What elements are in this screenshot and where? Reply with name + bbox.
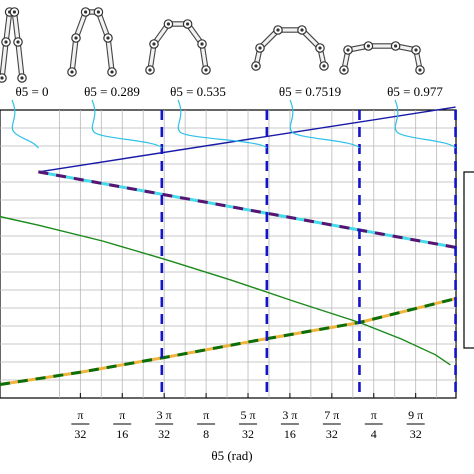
grid bbox=[0, 110, 456, 398]
x-tick-num-4: 5 π bbox=[240, 408, 255, 422]
joint-0-hub bbox=[366, 44, 370, 48]
joint-4-hub bbox=[70, 70, 74, 74]
marker-connector-0 bbox=[11, 99, 39, 149]
joint-5-hub bbox=[418, 68, 422, 72]
x-axis-label: θ5 (rad) bbox=[211, 448, 252, 463]
link-left-lower-inner bbox=[0, 40, 8, 80]
joint-0-hub bbox=[84, 10, 88, 14]
series-line-1-base bbox=[38, 170, 456, 249]
joint-3-hub bbox=[414, 48, 418, 52]
link-right-upper-inner bbox=[12, 10, 20, 44]
x-tick-num-0: π bbox=[77, 408, 83, 422]
legend-box bbox=[463, 171, 474, 349]
joint-1-hub bbox=[12, 10, 16, 14]
marker-label-2: θ5 = 0.535 bbox=[170, 84, 226, 99]
joint-0-hub bbox=[166, 22, 170, 26]
joint-2-hub bbox=[346, 48, 350, 52]
marker-label-3: θ5 = 0.7519 bbox=[279, 84, 341, 99]
marker-connector-1 bbox=[91, 99, 163, 149]
x-tick-num-8: 9 π bbox=[408, 408, 423, 422]
joint-4-hub bbox=[148, 68, 152, 72]
joint-5-hub bbox=[110, 70, 114, 74]
x-tick-num-7: π bbox=[371, 408, 377, 422]
x-tick-num-1: π bbox=[119, 408, 125, 422]
link-left-lower-inner bbox=[70, 36, 78, 74]
mechanism-figures bbox=[0, 7, 425, 83]
joint-4-hub bbox=[0, 76, 4, 80]
x-tick-num-3: π bbox=[203, 408, 209, 422]
legend-edge bbox=[463, 171, 474, 349]
mechanism-3 bbox=[251, 25, 329, 71]
joint-4-hub bbox=[254, 64, 258, 68]
x-tick-den-8: 32 bbox=[410, 427, 422, 441]
x-tick-num-6: 7 π bbox=[324, 408, 339, 422]
joint-2-hub bbox=[152, 42, 156, 46]
x-tick-labels: π 32 π 16 3 π 32 π 8 5 π 32 3 π 16 7 π 32 π 4 9 π 32 bbox=[71, 393, 425, 441]
x-tick-den-4: 32 bbox=[242, 427, 254, 441]
x-tick-den-6: 32 bbox=[326, 427, 338, 441]
x-tick-num-5: 3 π bbox=[282, 408, 297, 422]
joint-3-hub bbox=[16, 40, 20, 44]
series-group bbox=[0, 106, 456, 386]
mechanism-0 bbox=[0, 7, 27, 83]
mechanism-2 bbox=[145, 19, 211, 75]
joint-3-hub bbox=[318, 46, 322, 50]
x-tick-num-2: 3 π bbox=[157, 408, 172, 422]
series-line-2 bbox=[0, 215, 451, 366]
joint-1-hub bbox=[186, 22, 190, 26]
joint-5-hub bbox=[204, 68, 208, 72]
marker-lines: θ5 = 0 θ5 = 0.289 θ5 = 0.535 θ5 = 0.7519 θ5 … bbox=[11, 84, 457, 398]
joint-2-hub bbox=[258, 46, 262, 50]
joint-3-hub bbox=[106, 36, 110, 40]
link-right-lower-inner bbox=[106, 36, 114, 74]
x-tick-den-5: 16 bbox=[284, 427, 296, 441]
x-tick-den-2: 32 bbox=[158, 427, 170, 441]
joint-5-hub bbox=[322, 64, 326, 68]
x-tick-den-1: 16 bbox=[116, 427, 128, 441]
joint-3-hub bbox=[200, 42, 204, 46]
joint-0-hub bbox=[276, 28, 280, 32]
marker-label-4: θ5 = 0.977 bbox=[387, 84, 443, 99]
joint-2-hub bbox=[74, 36, 78, 40]
joint-1-hub bbox=[300, 28, 304, 32]
mechanism-4 bbox=[339, 41, 425, 75]
series-line-0 bbox=[38, 106, 456, 173]
joint-1-hub bbox=[394, 44, 398, 48]
joint-4-hub bbox=[342, 68, 346, 72]
x-tick-den-7: 4 bbox=[371, 427, 377, 441]
joint-2-hub bbox=[4, 40, 8, 44]
marker-connector-2 bbox=[177, 99, 268, 149]
mechanism-1 bbox=[67, 7, 117, 77]
joint-1-hub bbox=[96, 10, 100, 14]
marker-label-0: θ5 = 0 bbox=[15, 84, 48, 99]
x-tick-den-3: 8 bbox=[203, 427, 209, 441]
marker-connector-3 bbox=[289, 99, 360, 149]
link-left-upper-inner bbox=[4, 10, 12, 44]
x-tick-den-0: 32 bbox=[74, 427, 86, 441]
marker-label-1: θ5 = 0.289 bbox=[84, 84, 140, 99]
marker-connector-4 bbox=[394, 99, 457, 149]
link-right-lower-inner bbox=[16, 40, 24, 80]
joint-5-hub bbox=[20, 76, 24, 80]
series-line-3-dash bbox=[0, 297, 456, 386]
